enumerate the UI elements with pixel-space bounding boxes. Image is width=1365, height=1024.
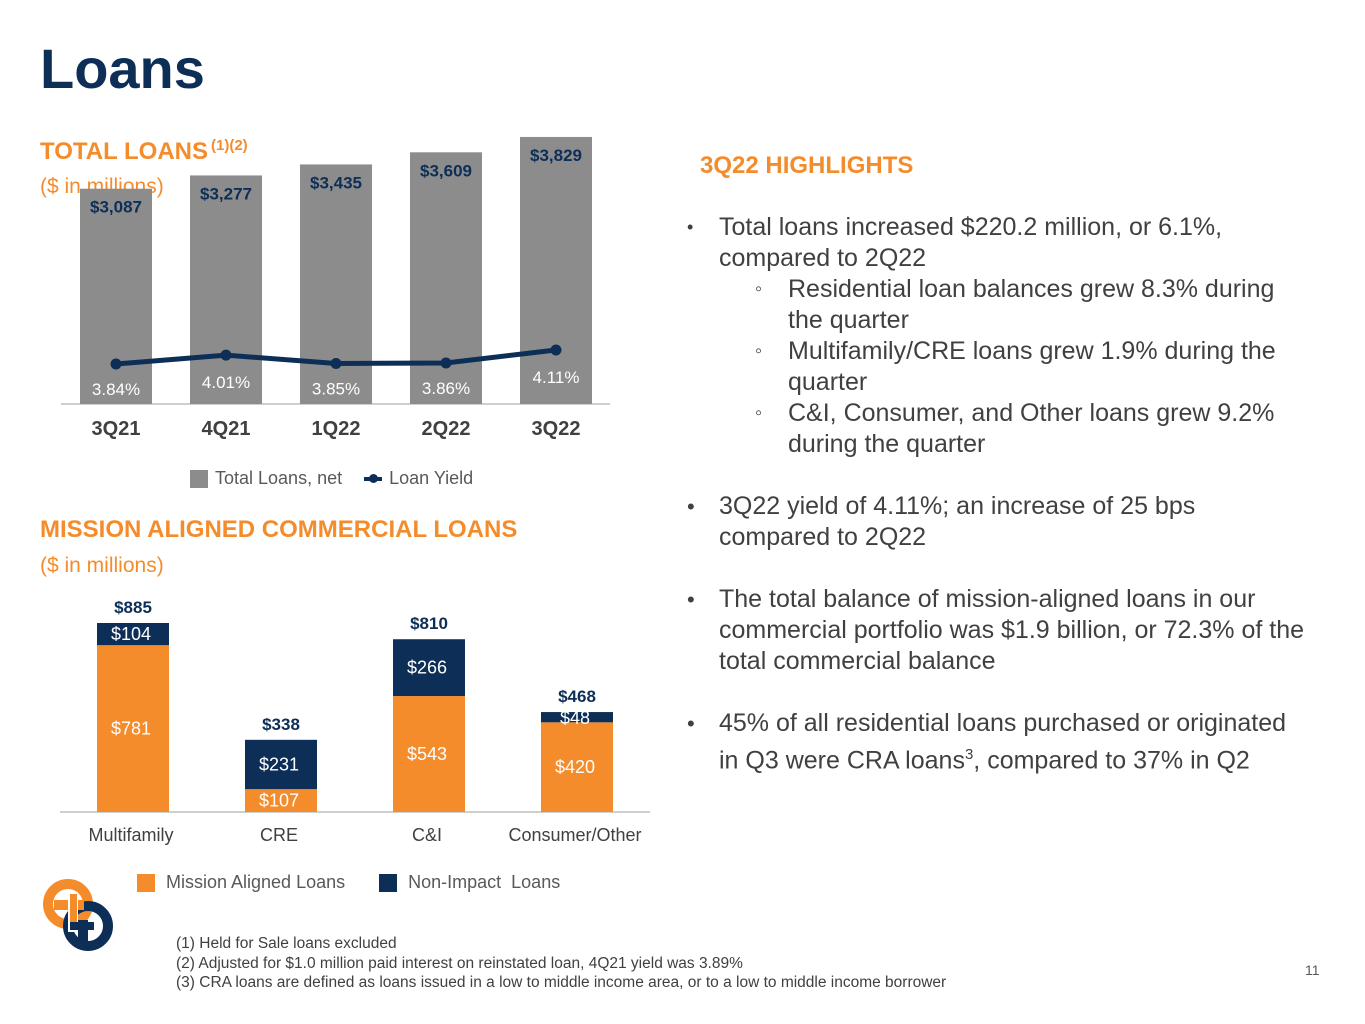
highlight-sub-1: Residential loan balances grew 8.3% duri…	[719, 274, 1310, 336]
legend-item-non-impact: Non-Impact Loans	[379, 872, 560, 893]
company-logo	[43, 879, 113, 951]
footnote-2: (2) Adjusted for $1.0 million paid inter…	[176, 954, 743, 972]
highlight-bullet-3: The total balance of mission-aligned loa…	[680, 584, 1310, 677]
bar-total-label: $810	[410, 614, 448, 633]
legend-item-mission-aligned: Mission Aligned Loans	[137, 872, 345, 893]
yield-label: 3.86%	[422, 379, 470, 398]
highlight-bullet-2: 3Q22 yield of 4.11%; an increase of 25 b…	[680, 491, 1310, 553]
yield-label: 4.01%	[202, 373, 250, 392]
legend-item-loan-yield: Loan Yield	[364, 468, 473, 489]
bar-total-label: $468	[558, 687, 596, 706]
x-tick-label: Multifamily	[88, 825, 173, 845]
legend-label-mission-aligned: Mission Aligned Loans	[166, 872, 346, 892]
legend-swatch-navy	[379, 873, 398, 892]
bar-mission-label: $543	[407, 744, 447, 764]
bar-non-impact	[393, 639, 465, 697]
x-tick-label: 4Q21	[202, 418, 251, 440]
legend-swatch-line	[364, 473, 383, 483]
bar-value-label: $3,435	[310, 173, 362, 192]
highlight-bullet-4-a: 45% of all residential loans purchased o…	[719, 709, 1287, 775]
legend-item-total-loans: Total Loans, net	[190, 468, 342, 489]
mission-loans-title: MISSION ALIGNED COMMERCIAL LOANS	[40, 516, 518, 543]
bar-value-label: $3,829	[530, 146, 582, 165]
legend-label-loan-yield: Loan Yield	[389, 468, 474, 488]
mission-loans-legend: Mission Aligned Loans Non-Impact Loans	[137, 872, 582, 893]
bar-non-impact	[97, 623, 169, 646]
bar-total-label: $338	[262, 715, 300, 734]
highlight-bullet-4-b: , compared to 37% in Q2	[973, 746, 1250, 775]
yield-label: 3.84%	[92, 380, 140, 399]
highlights-title: 3Q22 HIGHLIGHTS	[700, 152, 914, 179]
yield-label: 4.11%	[533, 368, 580, 387]
loan-yield-point	[220, 349, 232, 361]
bar-total-label: $885	[114, 598, 152, 617]
footnotes: (1) Held for Sale loans excluded (2) Adj…	[176, 934, 946, 993]
bar-total-loans	[80, 188, 152, 404]
bar-non-impact-label: $48	[560, 708, 590, 728]
mission-loans-chart: $781 $104 $885 Multifamily $107 $231 $338 CRE $5…	[60, 598, 650, 845]
loan-yield-point	[110, 358, 122, 370]
x-tick-label: 3Q21	[92, 418, 141, 440]
total-loans-chart: $3,087 3Q21 3.84% $3,277 4Q21 4.01% $3,435 1Q22…	[61, 136, 610, 440]
yield-label: 3.85%	[312, 379, 360, 398]
bar-total-loans	[190, 175, 262, 404]
bar-value-label: $3,277	[200, 184, 252, 203]
legend-label-non-impact: Non-Impact Loans	[408, 872, 561, 892]
highlight-bullet-4-sup: 3	[964, 746, 974, 763]
page-number: 11	[1305, 962, 1320, 978]
highlight-sub-2: Multifamily/CRE loans grew 1.9% during t…	[719, 336, 1310, 398]
legend-swatch-gray	[190, 469, 208, 488]
x-tick-label: Consumer/Other	[508, 825, 641, 845]
footnote-1: (1) Held for Sale loans excluded	[176, 935, 397, 952]
bar-non-impact-label: $104	[111, 624, 151, 644]
bar-mission-label: $781	[111, 719, 151, 739]
bar-mission-aligned	[245, 789, 317, 812]
bar-non-impact-label: $266	[407, 658, 447, 678]
loan-yield-point	[550, 344, 562, 356]
page-title: Loans	[40, 37, 205, 100]
bar-non-impact-label: $231	[259, 754, 299, 774]
highlights-list: Total loans increased $220.2 million, or…	[680, 212, 1310, 807]
loan-yield-point	[330, 357, 342, 369]
bar-mission-label: $420	[555, 757, 595, 777]
bar-mission-label: $107	[259, 791, 299, 811]
bar-mission-aligned	[393, 696, 465, 812]
highlight-bullet-1-text: Total loans increased $220.2 million, or…	[719, 213, 1223, 272]
footnote-3: (3) CRA loans are defined as loans issue…	[176, 974, 947, 991]
x-tick-label: 3Q22	[532, 418, 581, 440]
x-tick-label: 1Q22	[312, 418, 361, 440]
x-tick-label: 2Q22	[422, 418, 471, 440]
bar-value-label: $3,087	[90, 198, 142, 217]
highlight-bullet-1: Total loans increased $220.2 million, or…	[680, 212, 1310, 460]
total-loans-title-text: TOTAL LOANS	[40, 138, 208, 165]
legend-label-total-loans: Total Loans, net	[215, 468, 343, 488]
bar-mission-aligned	[97, 645, 169, 812]
highlight-sublist: Residential loan balances grew 8.3% duri…	[719, 274, 1310, 460]
bar-non-impact	[245, 739, 317, 790]
highlight-bullet-4: 45% of all residential loans purchased o…	[680, 708, 1310, 776]
total-loans-title: TOTAL LOANS (1)(2)	[40, 137, 248, 166]
x-tick-label: CRE	[260, 825, 298, 845]
x-tick-label: C&I	[412, 825, 442, 845]
legend-swatch-orange	[137, 873, 155, 892]
bar-total-loans	[520, 136, 592, 405]
bar-non-impact	[541, 712, 613, 723]
bar-value-label: $3,609	[420, 161, 472, 180]
bar-mission-aligned	[541, 722, 613, 812]
mission-loans-subtitle: ($ in millions)	[40, 554, 164, 577]
total-loans-title-sup: (1)(2)	[211, 137, 248, 154]
highlight-sub-3: C&I, Consumer, and Other loans grew 9.2%…	[719, 398, 1310, 460]
total-loans-legend: Total Loans, net Loan Yield	[190, 468, 495, 489]
loan-yield-point	[440, 357, 452, 369]
